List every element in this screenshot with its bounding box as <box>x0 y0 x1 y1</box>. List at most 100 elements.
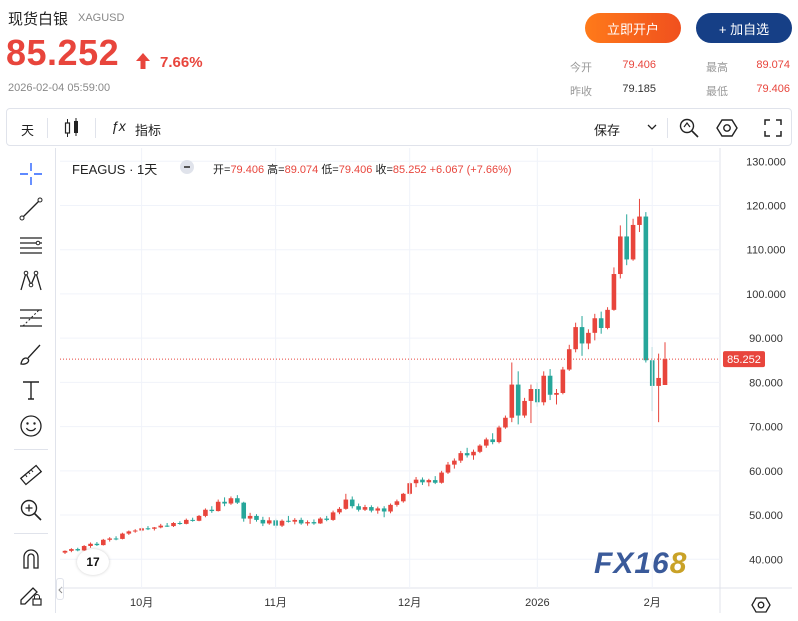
crosshair-icon[interactable] <box>18 161 44 187</box>
candle-body <box>528 389 534 401</box>
lock-pencil-icon[interactable] <box>18 582 44 608</box>
candle-body <box>343 499 349 509</box>
chart-toolbar: 天 ƒx 指标 保存 <box>6 108 792 146</box>
candle-body <box>222 501 227 504</box>
pattern-icon[interactable] <box>18 268 44 294</box>
toolbar-divider <box>667 118 668 138</box>
candle-body <box>190 519 195 521</box>
candle-body <box>260 519 266 524</box>
fullscreen-icon[interactable] <box>763 118 783 138</box>
open-account-button[interactable]: 立即开户 <box>585 13 681 43</box>
ruler-icon[interactable] <box>18 462 44 488</box>
x-tick-label: 2026 <box>525 597 549 609</box>
legend-close-label: 收= <box>375 164 393 176</box>
candle-body <box>432 480 438 483</box>
candle-body <box>618 236 623 275</box>
candle-body <box>439 472 444 483</box>
last-price-tag <box>723 351 765 368</box>
candle-body <box>586 332 591 344</box>
minus-icon <box>184 166 190 168</box>
candle-body <box>69 549 74 551</box>
candle-body <box>598 318 604 328</box>
candle-body <box>490 439 495 443</box>
candle-body <box>132 530 138 532</box>
high-value: 89.074 <box>756 59 790 71</box>
x-tick-label: 2月 <box>644 597 661 609</box>
save-button[interactable]: 保存 <box>594 123 621 138</box>
legend-change: +6.067 (+7.66%) <box>429 164 512 176</box>
price-chart[interactable]: 130.000 120.000 110.000 100.000 90.000 80.000… <box>60 148 792 613</box>
candle-body <box>158 525 164 528</box>
candle-body <box>579 327 585 344</box>
fib-icon[interactable] <box>18 305 44 331</box>
y-tick-label: 50.000 <box>749 510 783 522</box>
candle-body <box>62 550 68 553</box>
candle-body <box>286 520 291 522</box>
candle-body <box>228 498 234 504</box>
interval-selector[interactable]: 天 <box>21 123 35 138</box>
candle-body <box>126 531 132 534</box>
legend-low-value: 79.406 <box>338 164 373 176</box>
candle-body <box>337 508 342 513</box>
indicators-button[interactable]: 指标 <box>135 123 162 138</box>
candle-body <box>120 533 125 539</box>
quick-search-icon[interactable] <box>678 117 700 139</box>
drawing-tools-panel <box>6 148 56 613</box>
candle-body <box>464 453 470 456</box>
candle-body <box>503 417 508 428</box>
candle-body <box>177 522 183 524</box>
legend-symbol[interactable]: FEAGUS · 1天 <box>72 162 158 177</box>
candle-body <box>426 480 432 483</box>
toolbar-divider <box>95 118 96 138</box>
settings-icon[interactable] <box>716 117 738 139</box>
candle-body <box>266 520 272 524</box>
legend-low-label: 低= <box>321 164 339 176</box>
candle-body <box>145 528 151 530</box>
instrument-title: 现货白银 <box>8 11 69 28</box>
candle-body <box>369 507 374 511</box>
horizontal-lines-icon[interactable] <box>18 232 44 258</box>
trendline-icon[interactable] <box>18 196 44 222</box>
candle-body <box>75 549 81 551</box>
legend-ohlc: 开=79.406 高=89.074 低=79.406 收=85.252 +6.0… <box>213 161 512 177</box>
text-icon[interactable] <box>18 377 44 403</box>
candle-body <box>164 525 170 527</box>
candle-body <box>605 309 610 328</box>
candle-body <box>349 499 355 507</box>
legend-close-value: 85.252 <box>392 164 427 176</box>
low-label: 最低 <box>706 86 728 98</box>
candle-body <box>483 439 489 446</box>
brush-icon[interactable] <box>18 341 44 367</box>
arrow-up-icon <box>136 53 150 69</box>
tools-divider <box>14 533 48 534</box>
magnet-icon[interactable] <box>18 546 44 572</box>
candle-body <box>203 509 208 516</box>
fx-icon[interactable]: ƒx <box>111 118 126 134</box>
open-label: 今开 <box>570 62 592 74</box>
candle-body <box>401 493 406 502</box>
zoom-in-icon[interactable] <box>18 497 44 523</box>
chart-settings-icon[interactable] <box>751 595 771 615</box>
candle-body <box>496 427 502 443</box>
candle-body <box>566 349 572 370</box>
x-tick-label: 12月 <box>398 597 421 609</box>
candle-body <box>547 375 553 395</box>
candlestick-icon[interactable] <box>63 118 81 138</box>
open-value: 79.406 <box>622 59 656 71</box>
tradingview-logo[interactable]: 17 <box>77 549 109 575</box>
candle-body <box>88 543 93 546</box>
candle-body <box>171 522 176 527</box>
collapse-legend-button[interactable] <box>180 160 194 174</box>
candle-body <box>107 538 112 540</box>
candle-body <box>94 543 100 546</box>
y-tick-label: 40.000 <box>749 554 783 566</box>
add-favorite-button[interactable]: + 加自选 <box>696 13 792 43</box>
chevron-down-icon[interactable] <box>647 123 657 131</box>
candle-body <box>471 451 476 456</box>
candle-body <box>113 538 119 540</box>
candle-body <box>196 515 202 521</box>
emoji-icon[interactable] <box>18 413 44 439</box>
candle-body <box>247 515 253 519</box>
y-tick-label: 70.000 <box>749 422 783 434</box>
candle-body <box>630 224 636 260</box>
